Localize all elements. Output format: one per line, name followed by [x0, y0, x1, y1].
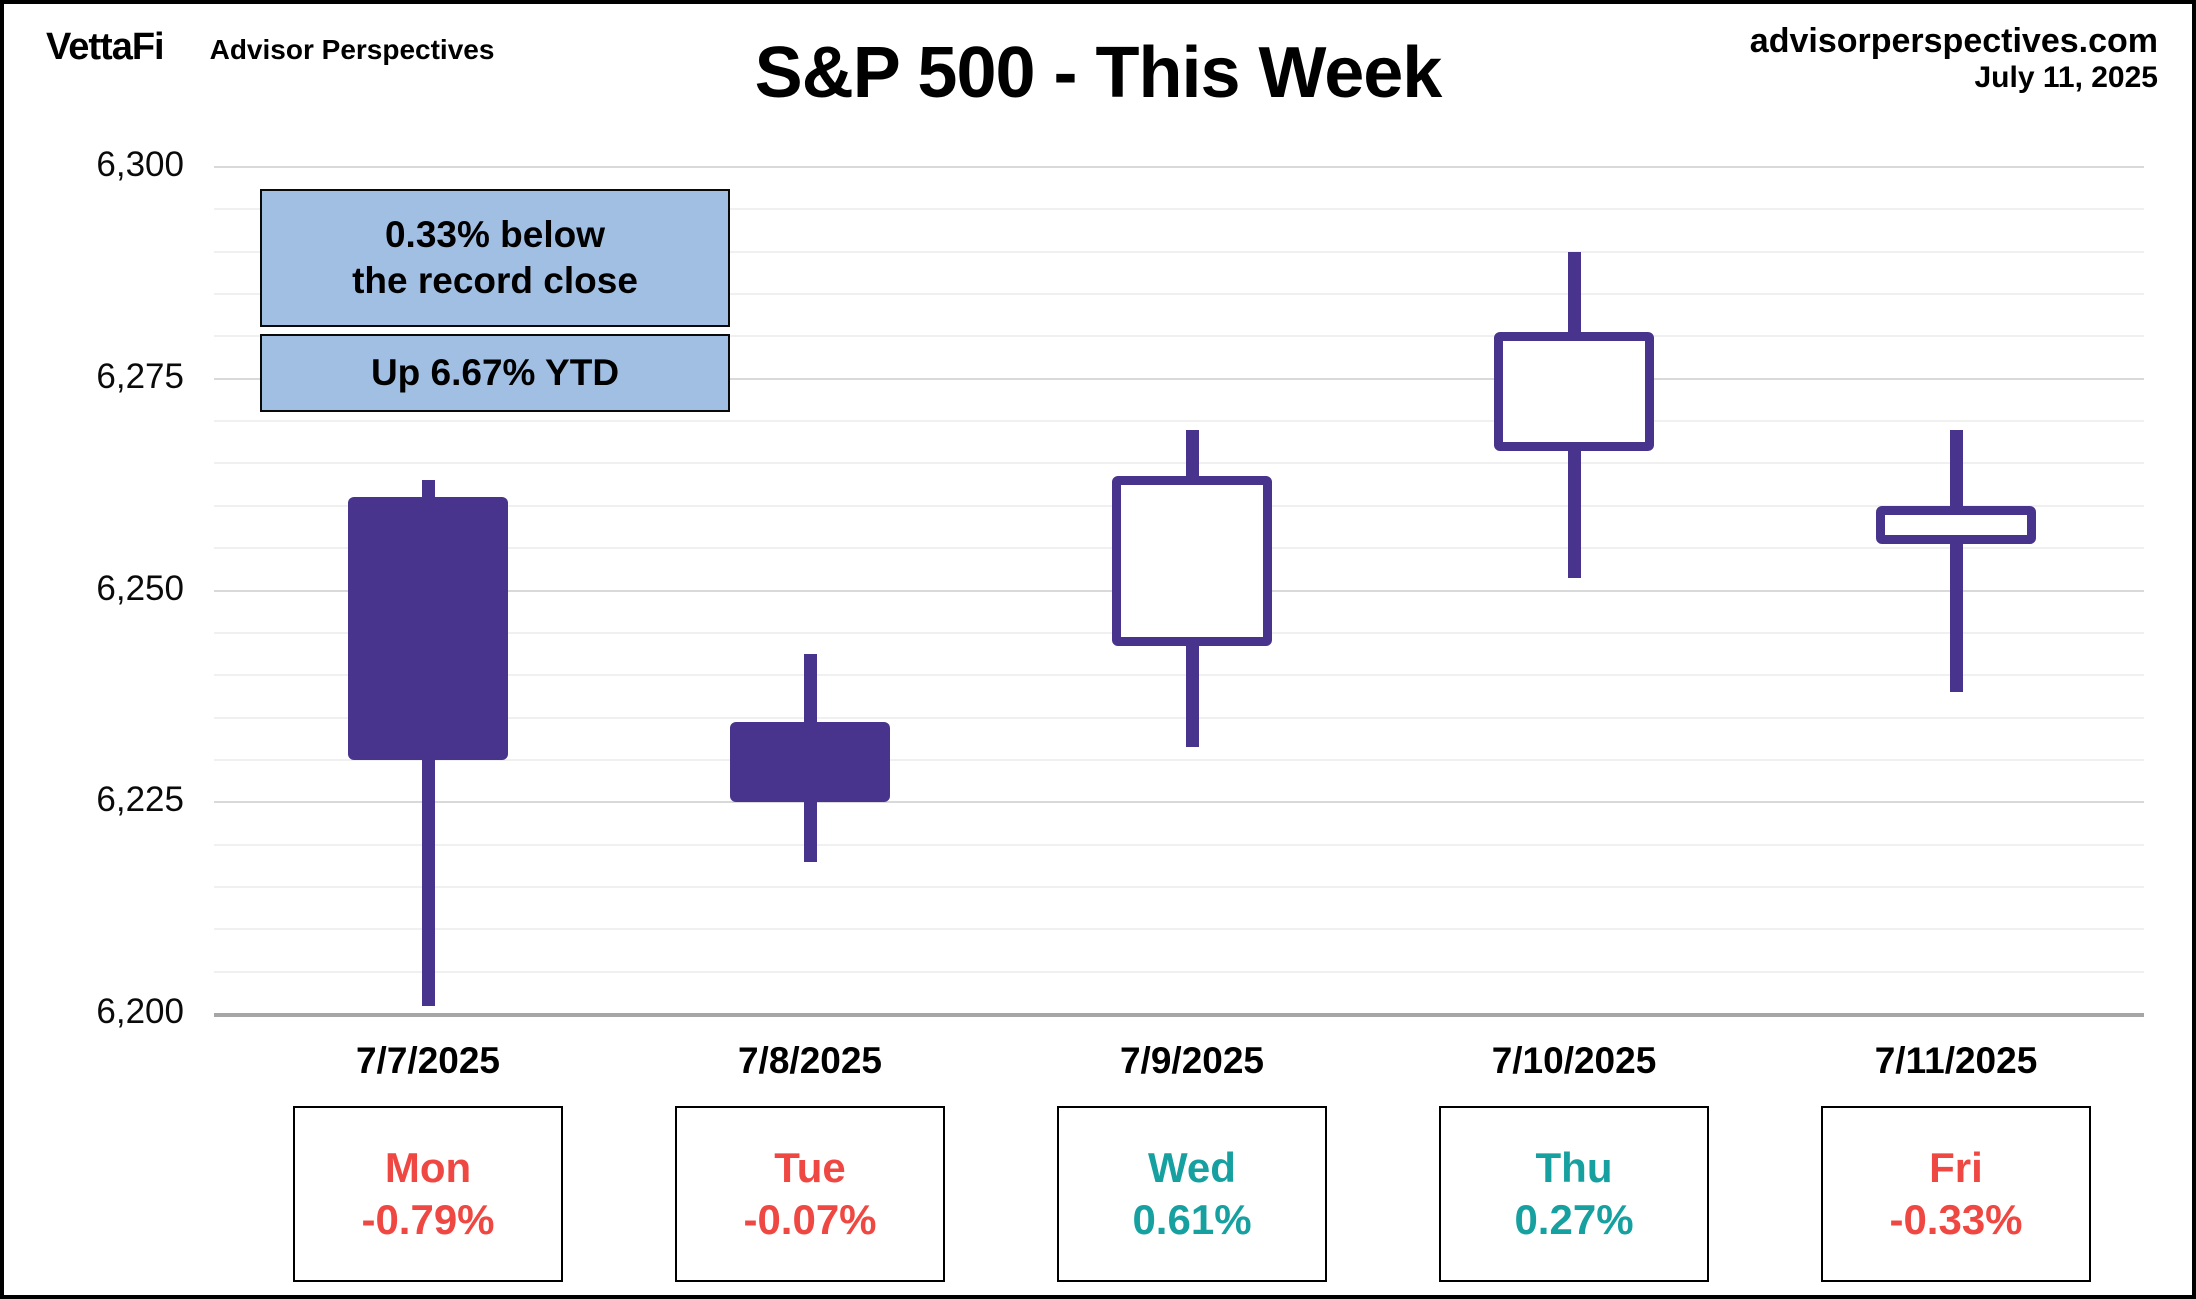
day-change-percent: -0.79%	[361, 1196, 495, 1243]
advisor-perspectives-label: Advisor Perspectives	[209, 34, 495, 65]
y-axis-tick-label: 6,300	[96, 145, 184, 184]
minor-gridline	[214, 250, 2144, 253]
x-axis-date-label: 7/8/2025	[737, 1040, 883, 1081]
x-axis-date-label: 7/11/2025	[1874, 1040, 2038, 1081]
record-close-line2: the record close	[352, 260, 638, 301]
day-change-percent: -0.33%	[1889, 1196, 2023, 1243]
y-axis-tick-label: 6,275	[96, 356, 184, 396]
day-change-box-tue: Tue -0.07%	[675, 1106, 945, 1282]
day-change-box-fri: Fri -0.33%	[1821, 1106, 2091, 1282]
y-axis-tick-label: 6,225	[96, 780, 184, 820]
candle-wick-fri	[1950, 429, 1963, 693]
vettafi-logo: VettaFi Advisor Perspectives	[46, 26, 494, 69]
vettafi-logo-text: VettaFi	[46, 26, 165, 68]
candle-body-fri	[1876, 505, 2036, 544]
x-axis-date-label: 7/9/2025	[1119, 1040, 1265, 1081]
day-name: Wed	[1148, 1143, 1236, 1191]
major-gridline	[214, 377, 2144, 380]
page-title: S&P 500 - This Week	[754, 33, 1443, 113]
day-change-percent: -0.07%	[743, 1196, 877, 1243]
minor-gridline	[214, 970, 2144, 973]
ytd-callout: Up 6.67% YTD	[260, 334, 730, 412]
record-close-callout: 0.33% below the record close	[260, 189, 730, 327]
source-attribution: advisorperspectives.com July 11, 2025	[1750, 22, 2158, 96]
minor-gridline	[214, 462, 2144, 465]
minor-gridline	[214, 674, 2144, 677]
day-name: Tue	[774, 1143, 846, 1191]
day-name: Fri	[1929, 1143, 1983, 1191]
minor-gridline	[214, 420, 2144, 423]
candle-body-tue	[730, 721, 890, 803]
major-gridline	[214, 166, 2144, 168]
source-site: advisorperspectives.com	[1749, 22, 2158, 60]
minor-gridline	[214, 335, 2144, 338]
major-gridline	[214, 801, 2144, 804]
day-change-percent: 0.61%	[1132, 1196, 1252, 1243]
day-change-percent: 0.27%	[1514, 1196, 1634, 1243]
minor-gridline	[214, 758, 2144, 761]
minor-gridline	[214, 843, 2144, 846]
minor-gridline	[214, 928, 2144, 931]
candlestick-chart: 6,300 6,275 6,250 6,225 6,200 7/7/2025 Mon -0.7…	[4, 4, 2192, 1295]
y-axis-tick-label: 6,250	[96, 568, 184, 608]
minor-gridline	[214, 716, 2144, 719]
x-axis-date-label: 7/10/2025	[1491, 1040, 1657, 1081]
record-close-line1: 0.33% below	[384, 213, 606, 255]
candle-body-mon	[348, 497, 508, 760]
source-date: July 11, 2025	[1974, 61, 2159, 95]
candle-body-thu	[1494, 332, 1654, 451]
minor-gridline	[214, 208, 2144, 211]
minor-gridline	[214, 293, 2144, 296]
y-axis-tick-label: 6,200	[96, 992, 184, 1031]
day-name: Mon	[384, 1143, 472, 1191]
day-change-box-mon: Mon -0.79%	[293, 1106, 563, 1282]
candle-body-wed	[1112, 476, 1272, 646]
day-name: Thu	[1535, 1143, 1613, 1191]
x-axis-line	[214, 1013, 2144, 1017]
day-change-box-wed: Wed 0.61%	[1057, 1106, 1327, 1282]
ytd-line: Up 6.67% YTD	[370, 351, 620, 393]
day-change-box-thu: Thu 0.27%	[1439, 1106, 1709, 1282]
x-axis-date-label: 7/7/2025	[355, 1040, 501, 1081]
minor-gridline	[214, 885, 2144, 888]
